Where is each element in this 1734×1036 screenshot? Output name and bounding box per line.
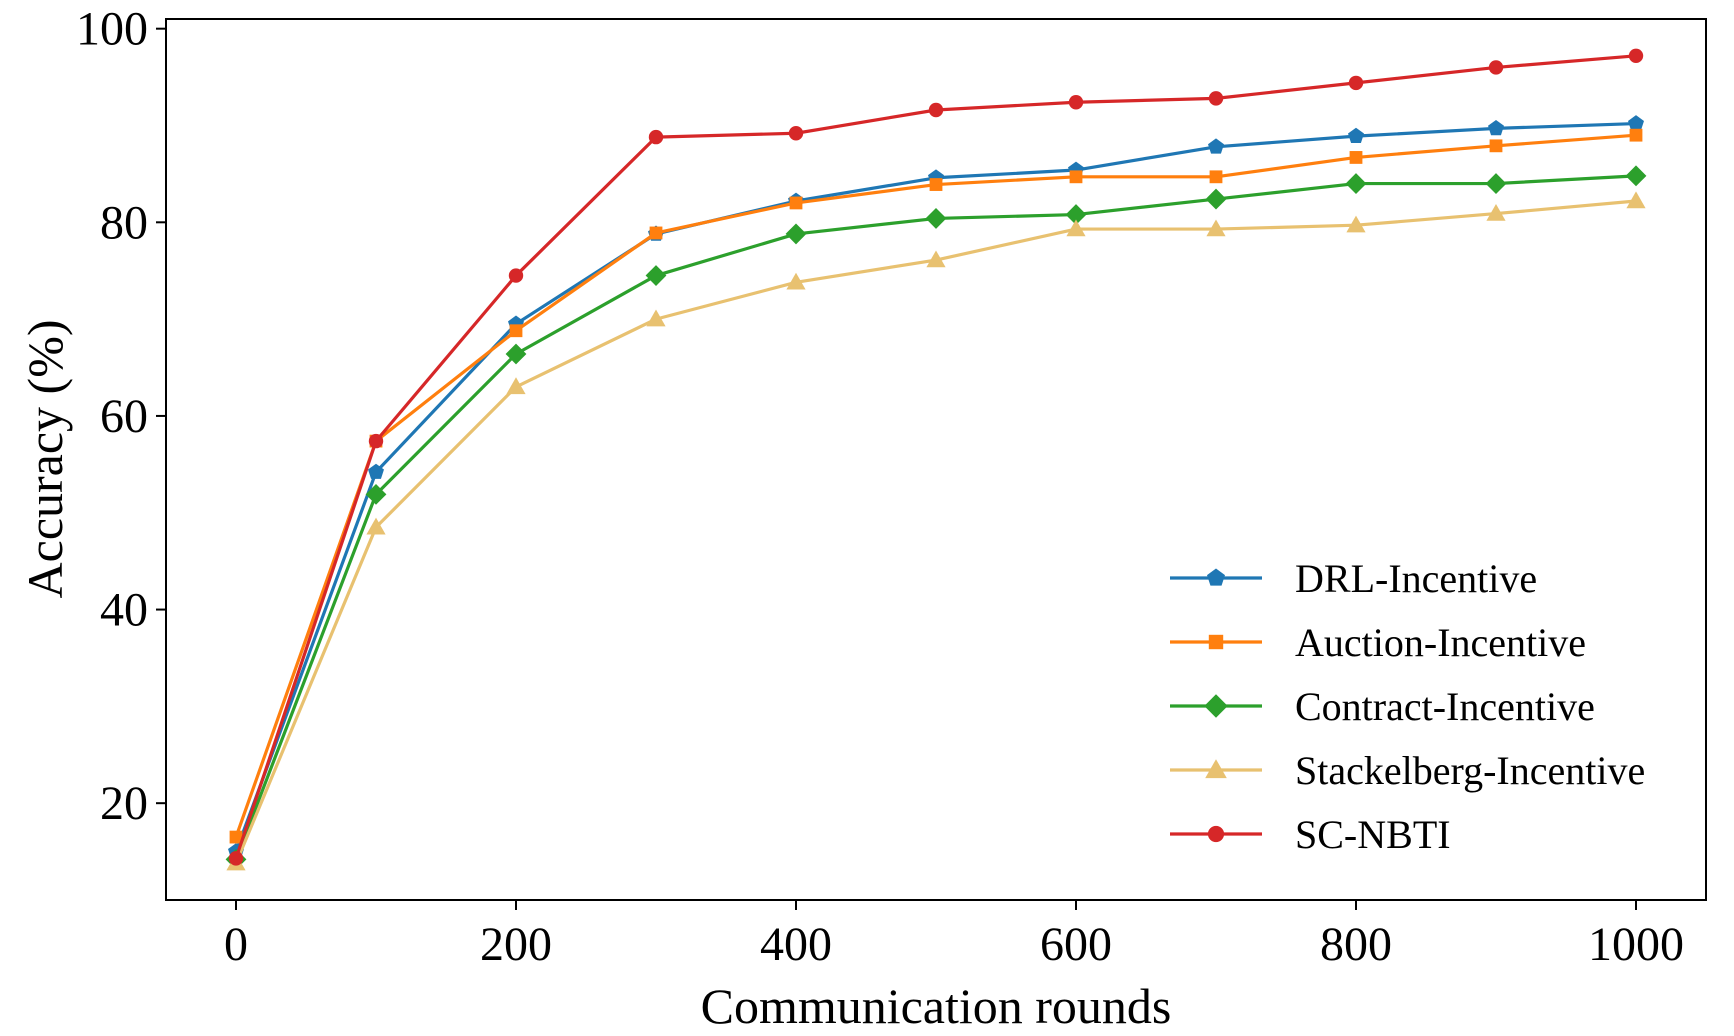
data-point-stackelberg-incentive [786,272,806,290]
legend-marker [1207,825,1225,843]
data-point-drl-incentive [1208,138,1224,154]
data-point-contract-incentive [925,208,947,229]
legend-marker [1205,759,1227,779]
legend-label: Contract-Incentive [1295,684,1595,729]
legend-item-drl-incentive: DRL-Incentive [1170,556,1537,601]
data-point-contract-incentive [505,343,527,365]
data-point-auction-incentive [1209,170,1223,184]
data-point-stackelberg-incentive [366,517,386,535]
x-axis-ticks: 0 200 400 600 800 1000 [224,900,1684,971]
legend-item-auction-incentive: Auction-Incentive [1170,620,1586,665]
data-point-contract-incentive [645,265,667,286]
legend-label: Stackelberg-Incentive [1295,748,1645,793]
data-point-sc-nbti [1488,60,1504,75]
data-point-stackelberg-incentive [1626,191,1646,209]
y-axis-ticks: 20 40 60 80 100 [76,3,166,830]
data-point-stackelberg-incentive [926,250,946,268]
y-tick-label: 60 [100,390,148,443]
data-point-auction-incentive [1069,170,1083,184]
data-point-sc-nbti [368,433,384,449]
x-tick-label: 1000 [1588,918,1684,971]
series-sc-nbti [228,48,1644,866]
data-point-stackelberg-incentive [506,377,526,395]
data-point-stackelberg-incentive [1346,215,1366,233]
series-contract-incentive [225,165,1647,870]
x-tick-label: 200 [480,918,552,971]
data-point-sc-nbti [508,268,524,283]
y-axis-label: Accuracy (%) [17,320,73,599]
y-tick-label: 100 [76,3,148,56]
data-point-stackelberg-incentive [1486,203,1506,221]
data-point-drl-incentive [1488,120,1504,136]
data-point-sc-nbti [648,129,664,145]
legend-marker [1207,568,1225,586]
data-point-auction-incentive [929,178,943,191]
legend-label: Auction-Incentive [1295,620,1586,665]
x-tick-label: 0 [224,918,248,971]
series-auction-incentive [229,128,1643,844]
legend: DRL-Incentive Auction-Incentive Contract-I… [1170,556,1645,857]
legend-item-sc-nbti: SC-NBTI [1170,812,1451,857]
series-layer [225,48,1647,871]
series-line-auction-incentive [234,133,1637,838]
data-point-drl-incentive [368,463,384,479]
series-line-drl-incentive [234,121,1637,853]
data-point-drl-incentive [1628,115,1644,131]
legend-item-contract-incentive: Contract-Incentive [1170,684,1595,729]
data-point-auction-incentive [509,324,523,338]
data-point-stackelberg-incentive [1066,219,1086,237]
y-tick-label: 20 [100,777,148,830]
legend-marker [1208,634,1224,650]
plot-frame [165,18,1707,901]
data-point-sc-nbti [1348,75,1364,91]
data-point-sc-nbti [228,851,244,866]
data-point-contract-incentive [1205,188,1227,210]
data-point-contract-incentive [365,483,387,505]
x-tick-label: 600 [1040,918,1112,971]
x-tick-label: 800 [1320,918,1392,971]
data-point-contract-incentive [785,223,807,245]
data-point-sc-nbti [788,126,804,141]
legend-label: SC-NBTI [1295,812,1451,857]
data-point-sc-nbti [1208,91,1224,106]
y-tick-label: 80 [100,196,148,249]
x-axis-label: Communication rounds [701,978,1172,1034]
data-point-auction-incentive [229,830,243,844]
data-point-auction-incentive [789,196,803,210]
x-tick-label: 400 [760,918,832,971]
data-point-auction-incentive [649,226,663,240]
data-point-sc-nbti [1068,95,1084,110]
y-tick-label: 40 [100,584,148,637]
data-point-sc-nbti [1628,48,1644,63]
data-point-contract-incentive [1625,165,1647,187]
data-point-contract-incentive [1065,204,1087,225]
data-point-sc-nbti [928,102,944,118]
legend-label: DRL-Incentive [1295,556,1537,601]
data-point-contract-incentive [1485,173,1507,194]
data-point-auction-incentive [1349,151,1363,164]
legend-marker [1204,694,1228,718]
data-point-stackelberg-incentive [646,309,666,327]
data-point-auction-incentive [1629,128,1643,142]
data-point-auction-incentive [1489,139,1503,153]
data-point-contract-incentive [1345,173,1367,194]
data-point-stackelberg-incentive [1206,219,1226,237]
legend-item-stackelberg-incentive: Stackelberg-Incentive [1170,748,1645,793]
data-point-drl-incentive [1348,127,1364,143]
